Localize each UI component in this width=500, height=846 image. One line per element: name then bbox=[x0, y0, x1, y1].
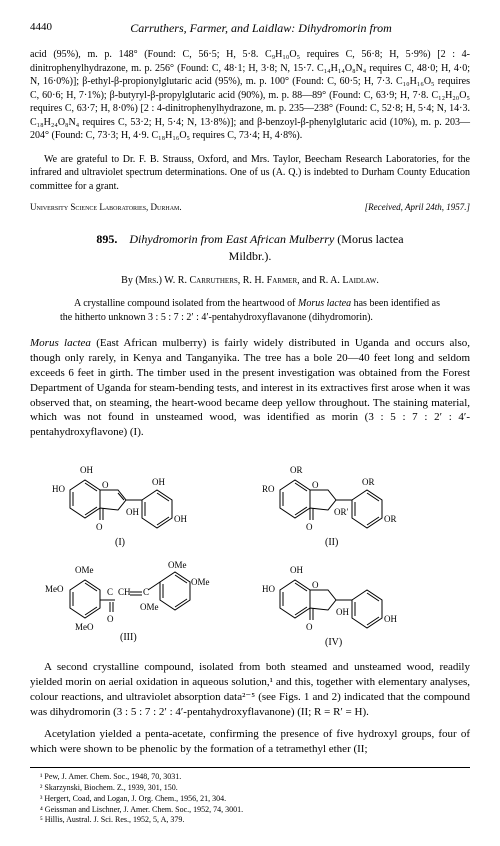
svg-text:(I): (I) bbox=[115, 537, 125, 548]
svg-text:OMe: OMe bbox=[140, 602, 159, 612]
received-date: [Received, April 24th, 1957.] bbox=[365, 201, 470, 213]
paragraph-2: A second crystalline compound, isolated … bbox=[30, 660, 470, 719]
authors-line: By (Mrs.) W. R. Carruthers, R. H. Farmer… bbox=[30, 274, 470, 288]
page-header: 4440 Carruthers, Farmer, and Laidlaw: Di… bbox=[30, 20, 470, 36]
svg-text:O: O bbox=[312, 580, 319, 590]
svg-text:OR′: OR′ bbox=[334, 507, 349, 517]
svg-text:OMe: OMe bbox=[168, 560, 187, 570]
svg-text:OMe: OMe bbox=[191, 577, 210, 587]
svg-text:O: O bbox=[306, 522, 313, 532]
footnote-3: ³ Hergert, Coad, and Logan, J. Org. Chem… bbox=[30, 794, 470, 805]
footnotes-block: ¹ Pew, J. Amer. Chem. Soc., 1948, 70, 30… bbox=[30, 767, 470, 826]
paragraph-1: Morus lactea (East African mulberry) is … bbox=[30, 336, 470, 440]
footnote-5: ⁵ Hillis, Austral. J. Sci. Res., 1952, 5… bbox=[30, 815, 470, 826]
svg-text:OH: OH bbox=[80, 465, 93, 475]
svg-text:MeO: MeO bbox=[45, 584, 64, 594]
svg-text:OR: OR bbox=[384, 514, 397, 524]
svg-text:MeO: MeO bbox=[75, 622, 94, 632]
svg-text:OH: OH bbox=[174, 514, 187, 524]
svg-text:CH: CH bbox=[118, 587, 131, 597]
svg-text:(IV): (IV) bbox=[325, 637, 342, 648]
svg-text:C: C bbox=[107, 587, 113, 597]
svg-text:OR: OR bbox=[290, 465, 303, 475]
svg-text:(III): (III) bbox=[120, 632, 137, 643]
svg-text:OR: OR bbox=[362, 477, 375, 487]
footnote-4: ⁴ Geissman and Lischner, J. Amer. Chem. … bbox=[30, 805, 470, 816]
svg-text:OH: OH bbox=[152, 477, 165, 487]
svg-text:OH: OH bbox=[336, 607, 349, 617]
article-number: 895. bbox=[96, 232, 117, 246]
svg-text:C: C bbox=[143, 587, 149, 597]
svg-text:(II): (II) bbox=[325, 537, 338, 548]
running-title: Carruthers, Farmer, and Laidlaw: Dihydro… bbox=[30, 20, 470, 36]
svg-text:HO: HO bbox=[52, 484, 65, 494]
svg-text:O: O bbox=[102, 480, 109, 490]
page-number: 4440 bbox=[30, 20, 52, 35]
svg-text:OH: OH bbox=[290, 565, 303, 575]
laboratory-name: University Science Laboratories, Durham. bbox=[30, 201, 182, 213]
svg-text:OH: OH bbox=[384, 614, 397, 624]
svg-text:O: O bbox=[96, 522, 103, 532]
svg-text:O: O bbox=[312, 480, 319, 490]
paragraph-3: Acetylation yielded a penta-acetate, con… bbox=[30, 727, 470, 757]
abstract-text: A crystalline compound isolated from the… bbox=[60, 297, 440, 324]
svg-text:O: O bbox=[107, 614, 114, 624]
article-title-italic: Dihydromorin from East African Mulberry bbox=[129, 232, 334, 246]
structures-svg: O O OH HO OH OH OH bbox=[40, 450, 460, 650]
svg-text:OH: OH bbox=[126, 507, 139, 517]
acknowledgement-paragraph: We are grateful to Dr. F. B. Strauss, Ox… bbox=[30, 153, 470, 194]
svg-text:RO: RO bbox=[262, 484, 275, 494]
svg-text:HO: HO bbox=[262, 584, 275, 594]
svg-text:OMe: OMe bbox=[75, 565, 94, 575]
footnote-1: ¹ Pew, J. Amer. Chem. Soc., 1948, 70, 30… bbox=[30, 772, 470, 783]
svg-text:O: O bbox=[306, 622, 313, 632]
article-title: 895. Dihydromorin from East African Mulb… bbox=[30, 231, 470, 263]
footnote-2: ² Skarzynski, Biochem. Z., 1939, 301, 15… bbox=[30, 783, 470, 794]
laboratory-line: University Science Laboratories, Durham.… bbox=[30, 201, 470, 213]
previous-article-tail: acid (95%), m. p. 148° (Found: C, 56·5; … bbox=[30, 48, 470, 143]
chemical-structures: O O OH HO OH OH OH bbox=[30, 450, 470, 650]
